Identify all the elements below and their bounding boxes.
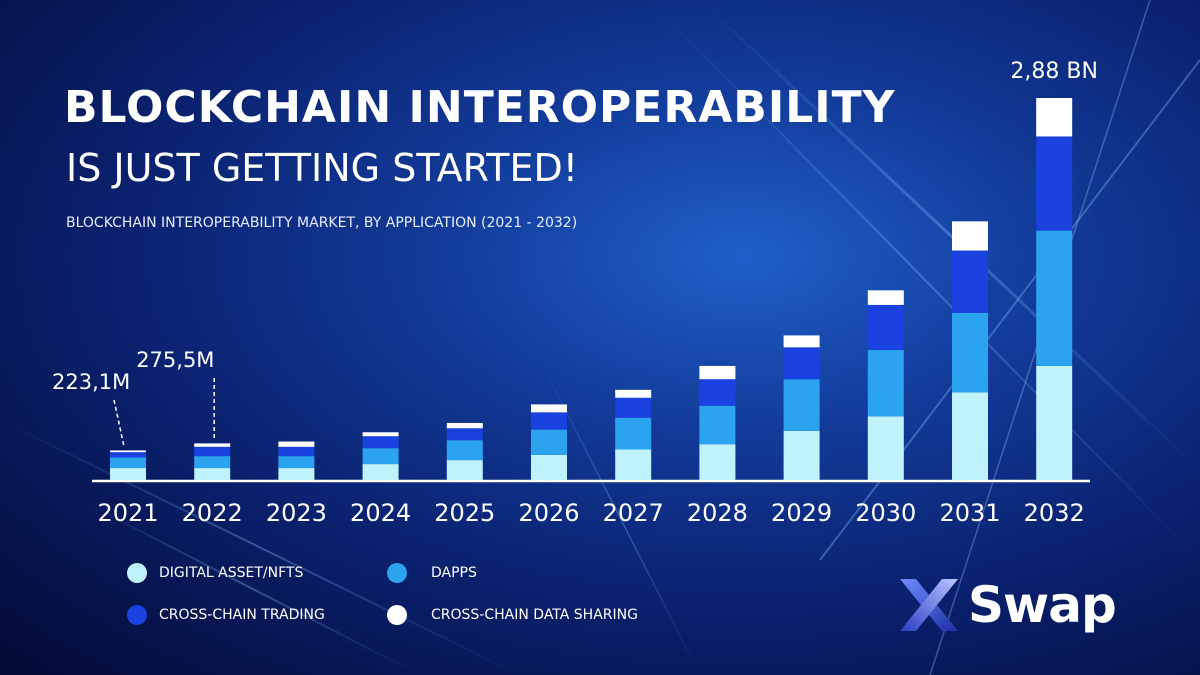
bar-segment-2023-3 [278, 441, 315, 447]
bar-segment-2027-3 [615, 389, 652, 398]
bar-segment-2025-2 [446, 428, 483, 441]
x-logo-icon [900, 579, 958, 631]
bar-segment-2021-0 [110, 468, 146, 480]
bar-segment-2029-1 [783, 379, 820, 431]
bar-segment-2029-3 [783, 335, 820, 348]
bar-segment-2027-0 [615, 449, 652, 480]
legend-swatch-digital-asset [127, 563, 147, 583]
bar-segment-2031-2 [952, 250, 988, 313]
bar-segment-2032-0 [1036, 365, 1073, 480]
legend-label-dapps: DAPPS [431, 565, 477, 581]
bar-segment-2031-0 [952, 392, 988, 480]
bar-segment-2028-3 [699, 365, 736, 380]
legend-item-cross-chain-data-sharing: CROSS-CHAIN DATA SHARING [387, 605, 638, 625]
bar-segment-2030-3 [867, 290, 904, 305]
bar-segment-2024-1 [362, 448, 399, 465]
bar-segment-2021-3 [110, 450, 146, 453]
bar-segment-2023-0 [278, 468, 315, 480]
bar-segment-2029-0 [783, 430, 820, 480]
logo-text: Swap [968, 576, 1117, 634]
x-tick-label-2026: 2026 [518, 499, 579, 527]
chart-subtitle: BLOCKCHAIN INTEROPERABILITY MARKET, BY A… [66, 215, 578, 231]
x-tick-label-2029: 2029 [771, 499, 832, 527]
bar-segment-2025-0 [446, 460, 483, 480]
bar-segment-2026-3 [531, 404, 567, 413]
x-tick-label-2031: 2031 [939, 499, 1000, 527]
legend-swatch-cross-chain-trading [127, 605, 147, 625]
bar-segment-2032-1 [1036, 230, 1073, 366]
bar-segment-2022-1 [194, 456, 231, 469]
x-tick-label-2027: 2027 [603, 499, 664, 527]
legend-label-cross-chain-trading: CROSS-CHAIN TRADING [159, 607, 325, 623]
bar-segment-2022-0 [194, 468, 231, 480]
x-tick-label-2030: 2030 [855, 499, 916, 527]
bar-segment-2026-0 [531, 454, 567, 480]
bar-segment-2032-3 [1036, 98, 1073, 137]
x-tick-label-2028: 2028 [687, 499, 748, 527]
annotation-2022: 275,5M [136, 348, 214, 372]
bar-segment-2030-0 [867, 416, 904, 480]
bar-segment-2029-2 [783, 347, 820, 380]
bar-segment-2021-2 [110, 452, 146, 458]
legend-swatch-dapps [387, 563, 407, 583]
x-tick-label-2025: 2025 [434, 499, 495, 527]
x-tick-label-2023: 2023 [266, 499, 327, 527]
bar-segment-2026-1 [531, 429, 567, 455]
bar-segment-2023-1 [278, 456, 315, 469]
bar-segment-2028-2 [699, 379, 736, 406]
bar-segment-2021-1 [110, 457, 146, 469]
bar-segment-2027-2 [615, 397, 652, 418]
bar-segment-2030-2 [867, 304, 904, 351]
bar-segment-2025-1 [446, 440, 483, 461]
bar-segment-2023-2 [278, 446, 315, 457]
bar-segment-2026-2 [531, 412, 567, 430]
bar-segment-2022-2 [194, 446, 231, 457]
annotation-leader-2021 [113, 399, 125, 447]
legend-item-cross-chain-trading: CROSS-CHAIN TRADING [127, 605, 325, 625]
legend-label-cross-chain-data-sharing: CROSS-CHAIN DATA SHARING [431, 607, 638, 623]
bar-segment-2025-3 [446, 422, 483, 429]
bar-segment-2027-1 [615, 417, 652, 450]
page-title: BLOCKCHAIN INTEROPERABILITY [64, 82, 896, 133]
x-tick-label-2024: 2024 [350, 499, 411, 527]
bar-segment-2024-2 [362, 436, 399, 449]
bar-segment-2028-0 [699, 444, 736, 480]
annotation-2021: 223,1M [52, 370, 130, 394]
bar-segment-2028-1 [699, 405, 736, 445]
bar-segment-2022-3 [194, 443, 231, 447]
bar-segment-2031-1 [952, 312, 988, 393]
legend-item-digital-asset: DIGITAL ASSET/NFTS [127, 563, 303, 583]
stacked-bar-chart: 2021 2022 2023 2024 2025 2026 2027 2028 2029 2030… [52, 59, 1098, 527]
legend-swatch-cross-chain-data-sharing [387, 605, 407, 625]
annotation-2032: 2,88 BN [1010, 59, 1098, 84]
x-tick-label-2032: 2032 [1024, 499, 1085, 527]
bar-segment-2032-2 [1036, 136, 1073, 231]
bar-segment-2030-1 [867, 350, 904, 417]
x-tick-label-2022: 2022 [182, 499, 243, 527]
bar-segment-2024-0 [362, 464, 399, 480]
legend-item-dapps: DAPPS [387, 563, 477, 583]
legend-label-digital-asset: DIGITAL ASSET/NFTS [159, 565, 304, 581]
bar-segment-2031-3 [952, 221, 988, 251]
x-tick-label-2021: 2021 [97, 499, 158, 527]
page-title-line2: IS JUST GETTING STARTED! [66, 146, 578, 190]
bar-segment-2024-3 [362, 432, 399, 437]
xswap-logo: Swap [896, 575, 1117, 635]
